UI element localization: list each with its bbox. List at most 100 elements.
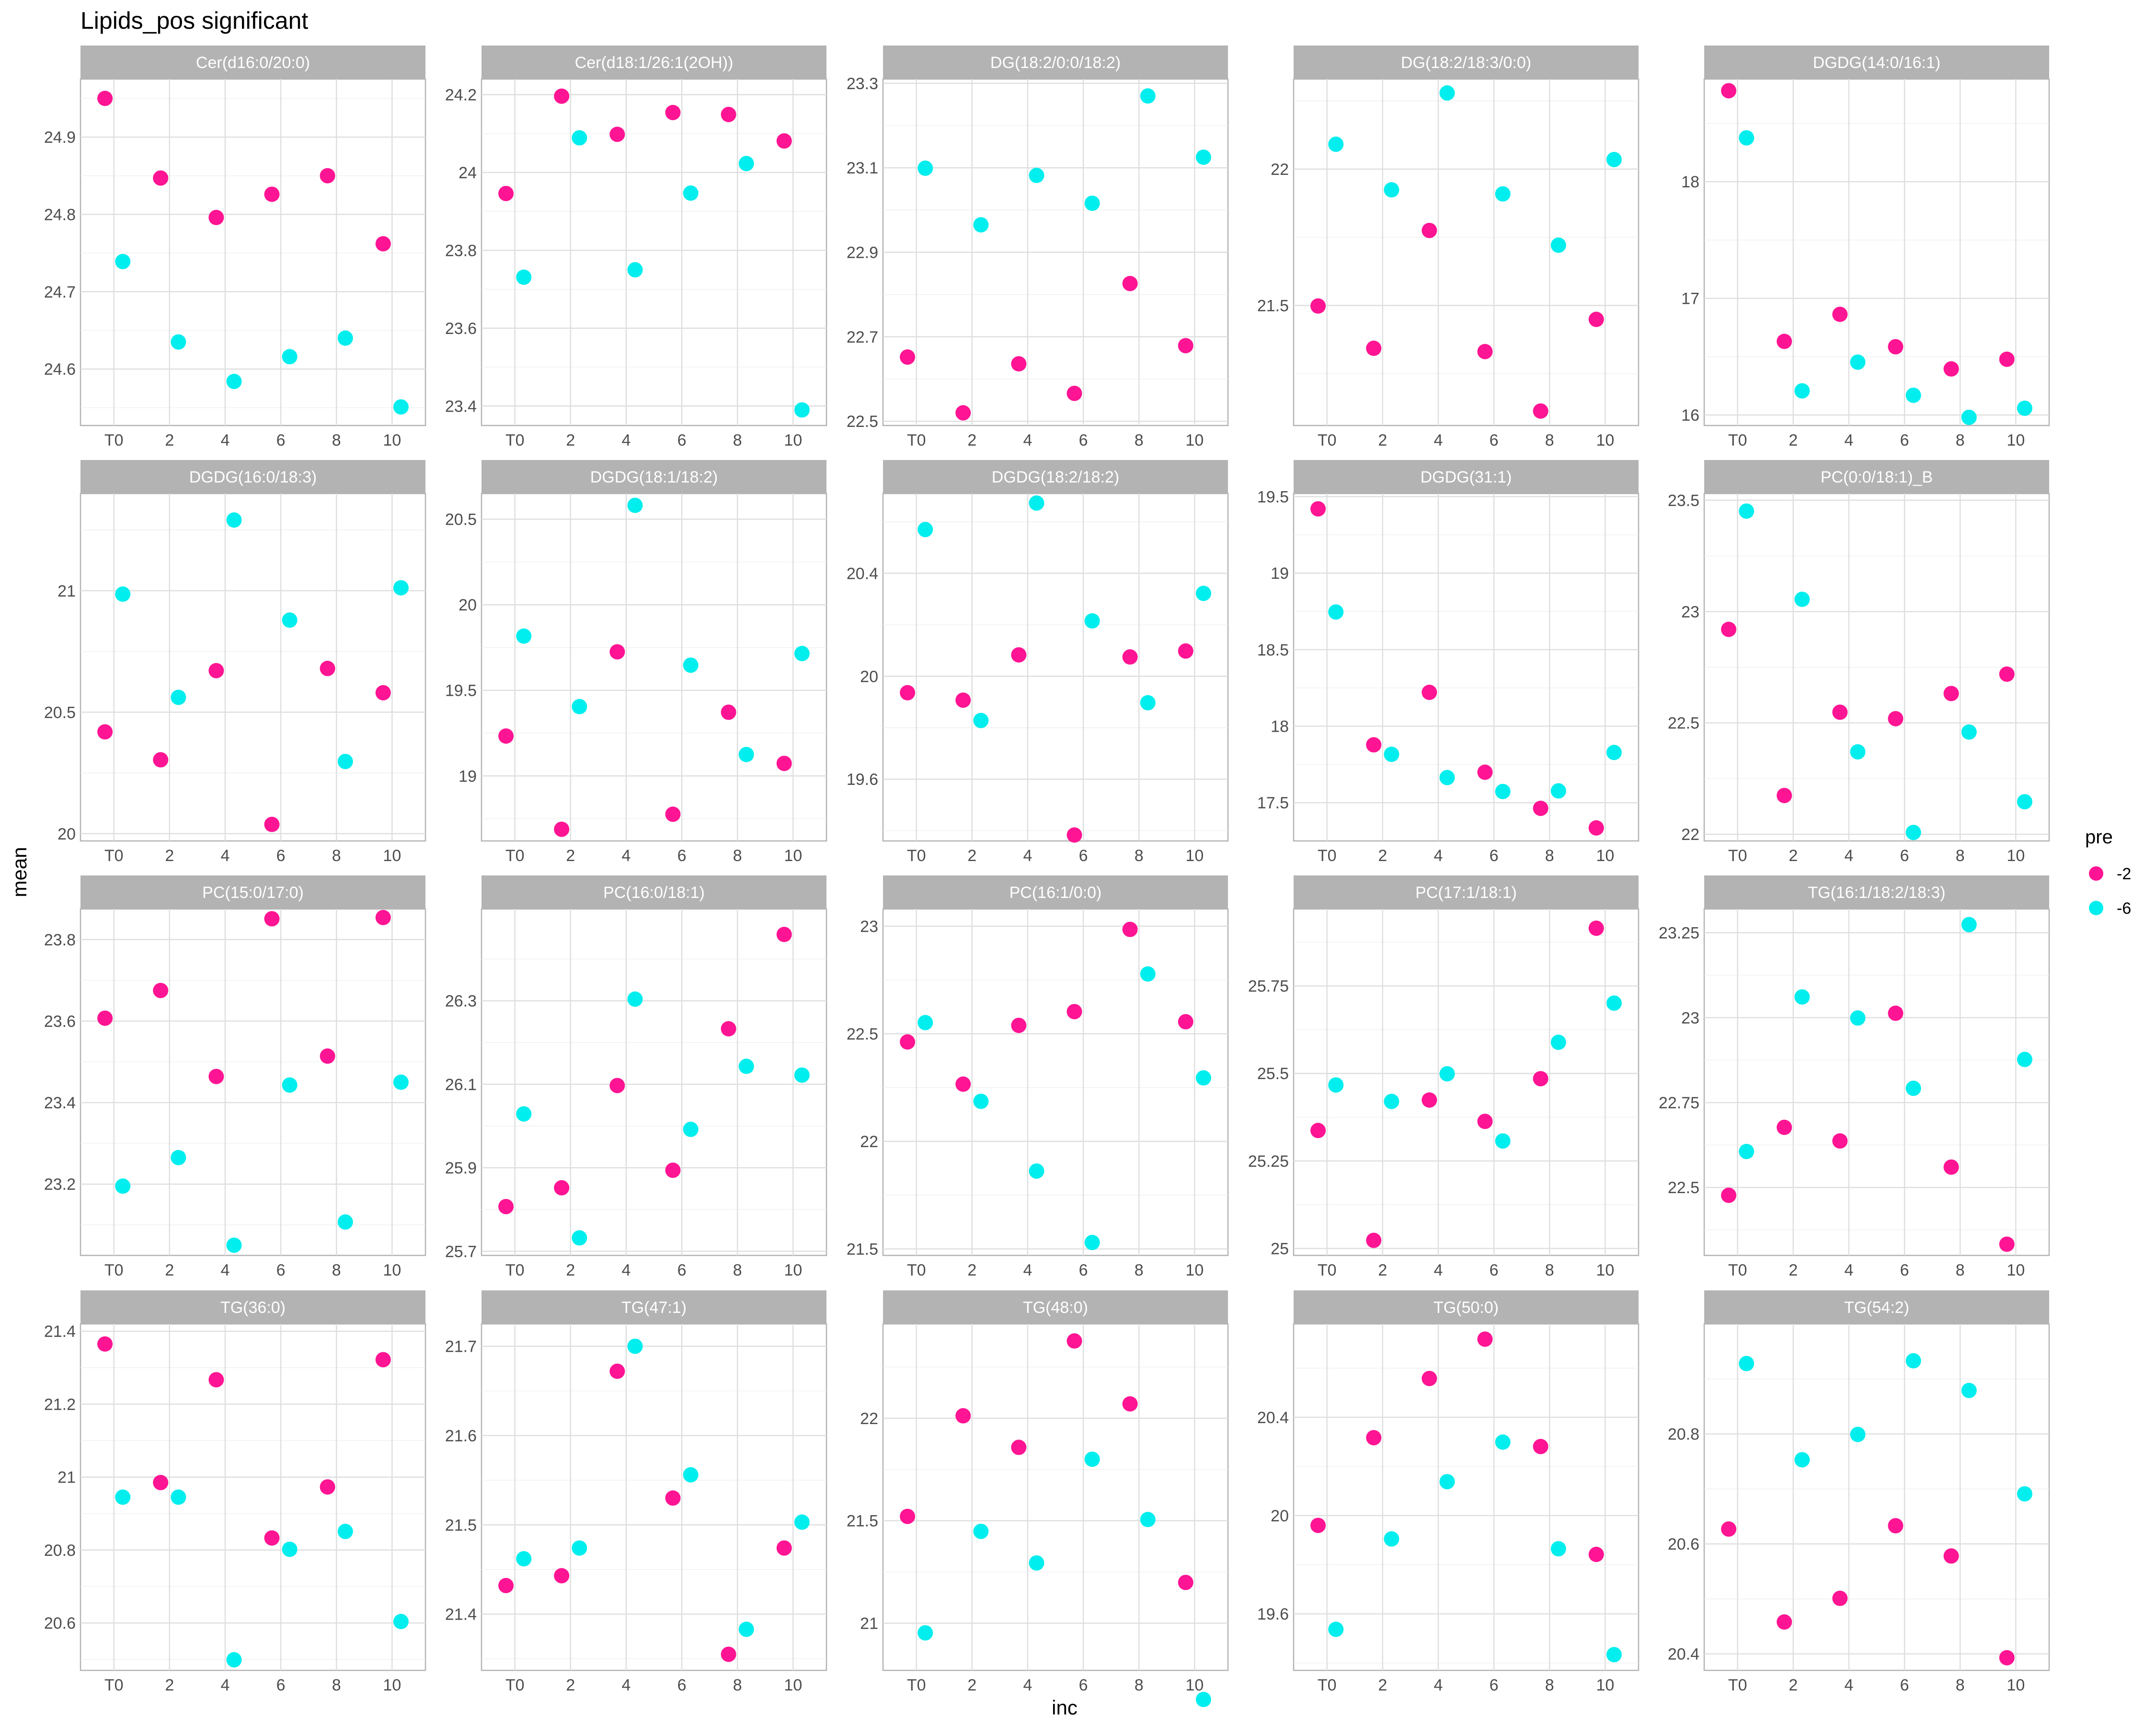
facet-panel: DGDG(18:1/18:2) 19 19.5 20 20.5 T0 2 4 6 8 10 bbox=[445, 460, 827, 865]
x-tick-label: 10 bbox=[1596, 1676, 1614, 1694]
x-tick-label: T0 bbox=[505, 431, 525, 449]
data-point-pre-2 bbox=[609, 1363, 625, 1379]
data-point-pre-6 bbox=[917, 1015, 933, 1031]
data-point-pre-2 bbox=[1477, 764, 1493, 780]
facet-strip-label: DGDG(14:0/16:1) bbox=[1813, 54, 1940, 72]
data-point-pre-6 bbox=[2017, 400, 2032, 416]
y-tick-label: 20.5 bbox=[44, 703, 76, 722]
x-tick-label: 2 bbox=[967, 1261, 976, 1279]
x-tick-label: T0 bbox=[104, 1676, 124, 1694]
data-point-pre-2 bbox=[665, 1490, 681, 1506]
data-point-pre-6 bbox=[337, 330, 353, 346]
y-tick-label: 18 bbox=[1681, 173, 1699, 191]
data-point-pre-2 bbox=[1533, 800, 1548, 816]
x-tick-label: 6 bbox=[677, 1261, 687, 1279]
x-tick-label: 4 bbox=[1844, 431, 1853, 449]
y-tick-label: 21 bbox=[57, 582, 76, 600]
data-point-pre-6 bbox=[1606, 995, 1622, 1011]
y-tick-label: 23.8 bbox=[44, 931, 76, 949]
legend: pre -2 -6 bbox=[2085, 827, 2131, 918]
data-point-pre-2 bbox=[1122, 649, 1138, 665]
data-point-pre-6 bbox=[738, 156, 754, 172]
facet-strip bbox=[482, 46, 826, 79]
x-tick-label: 4 bbox=[1434, 431, 1443, 449]
y-tick-label: 21 bbox=[57, 1469, 76, 1487]
data-point-pre-6 bbox=[1140, 966, 1156, 982]
data-point-pre-2 bbox=[1067, 1333, 1082, 1349]
data-point-pre-6 bbox=[572, 699, 587, 714]
data-point-pre-6 bbox=[1084, 1235, 1100, 1251]
legend-key-minus-6 bbox=[2089, 901, 2103, 915]
data-point-pre-6 bbox=[226, 512, 242, 528]
data-point-pre-6 bbox=[1739, 1356, 1755, 1371]
x-tick-label: 4 bbox=[1844, 847, 1853, 865]
x-tick-label: T0 bbox=[505, 1261, 525, 1279]
data-point-pre-6 bbox=[1495, 1133, 1511, 1149]
data-point-pre-2 bbox=[1777, 1119, 1792, 1135]
facet-panel: TG(50:0) 19.6 20 20.4 T0 2 4 6 8 10 bbox=[1257, 1290, 1640, 1694]
y-axis-title: mean bbox=[8, 847, 31, 897]
y-tick-label: 22 bbox=[860, 1133, 878, 1151]
data-point-pre-6 bbox=[1850, 744, 1866, 760]
data-point-pre-2 bbox=[1310, 298, 1326, 314]
y-tick-label: 24.6 bbox=[44, 360, 76, 379]
data-point-pre-6 bbox=[282, 612, 298, 628]
data-point-pre-2 bbox=[1943, 1548, 1959, 1564]
y-tick-label: 20.6 bbox=[1668, 1535, 1699, 1553]
data-point-pre-2 bbox=[320, 1479, 335, 1495]
data-point-pre-2 bbox=[375, 909, 391, 925]
y-tick-label: 23.5 bbox=[1668, 492, 1699, 510]
data-point-pre-2 bbox=[1888, 339, 1904, 355]
x-tick-label: T0 bbox=[104, 431, 124, 449]
x-tick-label: 10 bbox=[2007, 1676, 2025, 1694]
data-point-pre-2 bbox=[1422, 684, 1437, 700]
x-tick-label: 6 bbox=[1490, 431, 1499, 449]
facet-strip-label: PC(0:0/18:1)_B bbox=[1821, 468, 1933, 486]
facet-strip bbox=[1704, 460, 2049, 494]
data-point-pre-2 bbox=[1178, 1575, 1193, 1590]
x-tick-label: 4 bbox=[1434, 1261, 1443, 1279]
x-tick-label: 6 bbox=[677, 847, 687, 865]
facet-strip bbox=[883, 460, 1228, 494]
data-point-pre-6 bbox=[1961, 724, 1977, 740]
data-point-pre-2 bbox=[1777, 788, 1792, 804]
x-tick-label: 10 bbox=[1185, 1676, 1204, 1694]
data-point-pre-2 bbox=[900, 1508, 916, 1524]
y-tick-label: 20.5 bbox=[445, 511, 477, 529]
data-point-pre-2 bbox=[1122, 276, 1138, 291]
y-tick-label: 19.6 bbox=[1257, 1605, 1289, 1623]
y-tick-label: 25.75 bbox=[1248, 978, 1289, 996]
data-point-pre-2 bbox=[1477, 1114, 1493, 1129]
x-tick-label: T0 bbox=[1318, 847, 1337, 865]
data-point-pre-2 bbox=[1832, 1590, 1848, 1606]
data-point-pre-2 bbox=[153, 170, 169, 186]
panel-background bbox=[1293, 493, 1640, 842]
y-tick-label: 22.5 bbox=[847, 413, 878, 431]
data-point-pre-2 bbox=[1588, 1546, 1604, 1562]
x-tick-label: T0 bbox=[1318, 1676, 1337, 1694]
data-point-pre-2 bbox=[900, 1034, 916, 1050]
x-tick-label: 8 bbox=[332, 1261, 341, 1279]
data-point-pre-2 bbox=[208, 1069, 224, 1084]
data-point-pre-6 bbox=[1084, 613, 1100, 629]
x-tick-label: T0 bbox=[505, 847, 525, 865]
x-tick-label: 10 bbox=[784, 431, 802, 449]
data-point-pre-2 bbox=[264, 911, 280, 927]
y-tick-label: 23.6 bbox=[44, 1012, 76, 1031]
facet-strip bbox=[482, 460, 826, 494]
y-tick-label: 21.5 bbox=[445, 1516, 477, 1534]
data-point-pre-2 bbox=[609, 1078, 625, 1093]
data-point-pre-2 bbox=[1588, 920, 1604, 936]
facet-panel: PC(15:0/17:0) 23.2 23.4 23.6 23.8 T0 2 4 6 8 10 bbox=[44, 875, 426, 1279]
data-point-pre-2 bbox=[1832, 1133, 1848, 1149]
x-tick-label: 10 bbox=[2007, 847, 2025, 865]
data-point-pre-2 bbox=[609, 126, 625, 142]
x-tick-label: T0 bbox=[907, 431, 926, 449]
x-tick-label: 4 bbox=[1023, 431, 1032, 449]
y-tick-label: 23.6 bbox=[445, 320, 477, 338]
facet-strip bbox=[1294, 1290, 1639, 1324]
facet-panel: Cer(d16:0/20:0) 24.6 24.7 24.8 24.9 T0 2 4 6 8 10 bbox=[44, 46, 426, 449]
y-tick-label: 19.6 bbox=[847, 770, 878, 789]
facet-strip bbox=[1294, 875, 1639, 909]
facet-panel: DG(18:2/18:3/0:0) 21.5 22 T0 2 4 6 8 10 bbox=[1257, 46, 1640, 449]
